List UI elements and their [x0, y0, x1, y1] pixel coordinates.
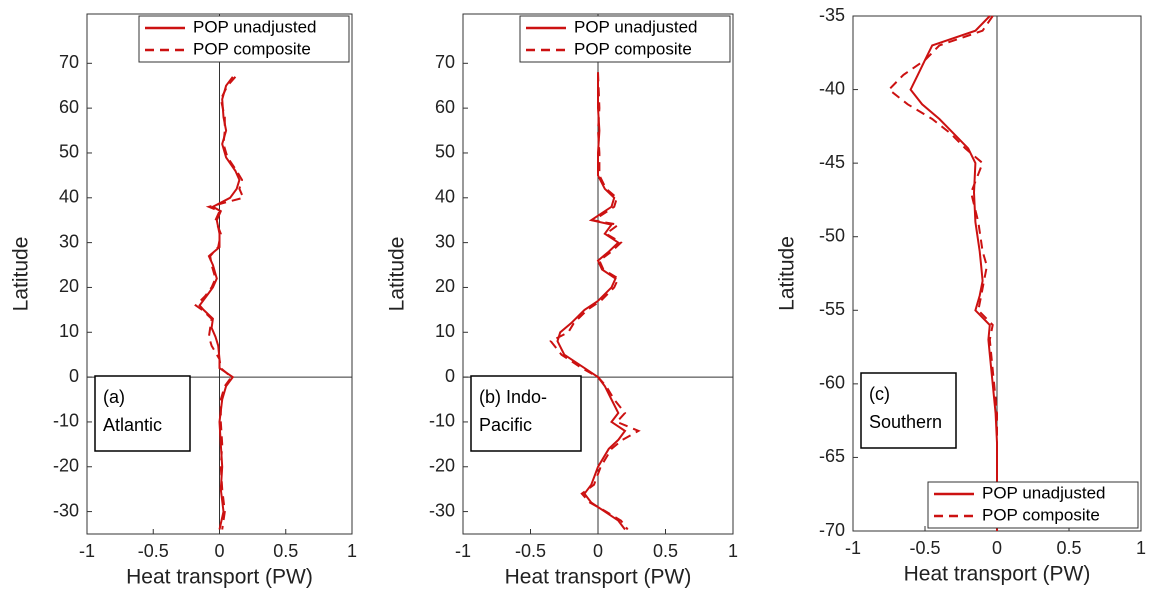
legend-label: POP composite [982, 505, 1100, 524]
x-tick-label: 1 [1136, 538, 1146, 558]
x-tick-label: -1 [79, 541, 95, 561]
y-tick-label: -35 [819, 5, 845, 25]
annotation: Pacific [479, 415, 532, 435]
series-line [909, 15, 998, 531]
y-tick-label: 60 [435, 97, 455, 117]
y-tick-label: -30 [53, 500, 79, 520]
y-tick-label: -50 [819, 225, 845, 245]
y-tick-label: -40 [819, 78, 845, 98]
annotation-box [470, 375, 582, 452]
x-tick-label: 0 [214, 541, 224, 561]
annotation-box [94, 375, 191, 452]
series-line [556, 72, 627, 531]
annotation: Atlantic [103, 415, 162, 435]
legend-box [927, 481, 1139, 529]
y-tick-label: -70 [819, 520, 845, 540]
series-line [194, 76, 245, 530]
legend-label: POP composite [574, 39, 692, 58]
x-tick-label: 0 [593, 541, 603, 561]
annotation-box [860, 372, 957, 449]
y-tick-label: 0 [445, 366, 455, 386]
y-tick-label: 10 [435, 321, 455, 341]
annotation: (c) [869, 384, 890, 404]
series-line [549, 72, 641, 531]
x-tick-label: -1 [845, 538, 861, 558]
legend-label: POP unadjusted [193, 17, 317, 36]
x-tick-label: 0.5 [653, 541, 678, 561]
x-axis-label: Heat transport (PW) [126, 566, 313, 589]
legend-box [138, 15, 350, 63]
annotation: (a) [103, 387, 125, 407]
x-tick-label: 1 [347, 541, 357, 561]
y-tick-label: 0 [69, 366, 79, 386]
y-tick-label: 40 [59, 187, 79, 207]
series-line [887, 15, 998, 531]
annotation: (b) Indo- [479, 387, 547, 407]
y-tick-label: 20 [59, 276, 79, 296]
x-tick-label: -1 [455, 541, 471, 561]
legend-label: POP unadjusted [574, 17, 698, 36]
x-tick-label: 0 [992, 538, 1002, 558]
y-tick-label: 10 [59, 321, 79, 341]
x-axis-label: Heat transport (PW) [904, 563, 1091, 586]
x-tick-label: 0.5 [1056, 538, 1081, 558]
x-tick-label: -0.5 [909, 538, 940, 558]
y-axis-label: Latitude [386, 237, 409, 312]
y-tick-label: 70 [435, 52, 455, 72]
y-tick-label: -65 [819, 446, 845, 466]
y-tick-label: -55 [819, 299, 845, 319]
series-line [198, 76, 241, 530]
y-tick-label: 50 [59, 142, 79, 162]
y-tick-label: -20 [53, 456, 79, 476]
legend-box [519, 15, 731, 63]
x-tick-label: -0.5 [515, 541, 546, 561]
y-tick-label: 30 [435, 231, 455, 251]
y-tick-label: 30 [59, 231, 79, 251]
y-axis-label: Latitude [776, 236, 799, 311]
x-tick-label: 0.5 [273, 541, 298, 561]
legend-label: POP unadjusted [982, 483, 1106, 502]
panel: -1 -0.5 0 0.5 1 -30 -20 -10 0 10 20 30 40 50 60 70 Heat … [386, 13, 738, 589]
x-tick-label: -0.5 [138, 541, 169, 561]
y-tick-label: -10 [429, 411, 455, 431]
x-tick-label: 1 [728, 541, 738, 561]
y-tick-label: 50 [435, 142, 455, 162]
y-tick-label: -30 [429, 500, 455, 520]
y-tick-label: 40 [435, 187, 455, 207]
annotation: Southern [869, 412, 942, 432]
y-tick-label: -45 [819, 152, 845, 172]
y-tick-label: -20 [429, 456, 455, 476]
y-tick-label: -10 [53, 411, 79, 431]
panel: -1 -0.5 0 0.5 1 -70 -65 -60 -55 -50 -45 -40 -35 Heat … [776, 5, 1146, 586]
legend-label: POP composite [193, 39, 311, 58]
y-tick-label: 60 [59, 97, 79, 117]
y-tick-label: -60 [819, 373, 845, 393]
y-tick-label: 20 [435, 276, 455, 296]
y-axis-label: Latitude [10, 237, 33, 312]
panel: -1 -0.5 0 0.5 1 -30 -20 -10 0 10 20 30 40 50 60 70 Heat … [10, 13, 357, 589]
y-tick-label: 70 [59, 52, 79, 72]
x-axis-label: Heat transport (PW) [505, 566, 692, 589]
